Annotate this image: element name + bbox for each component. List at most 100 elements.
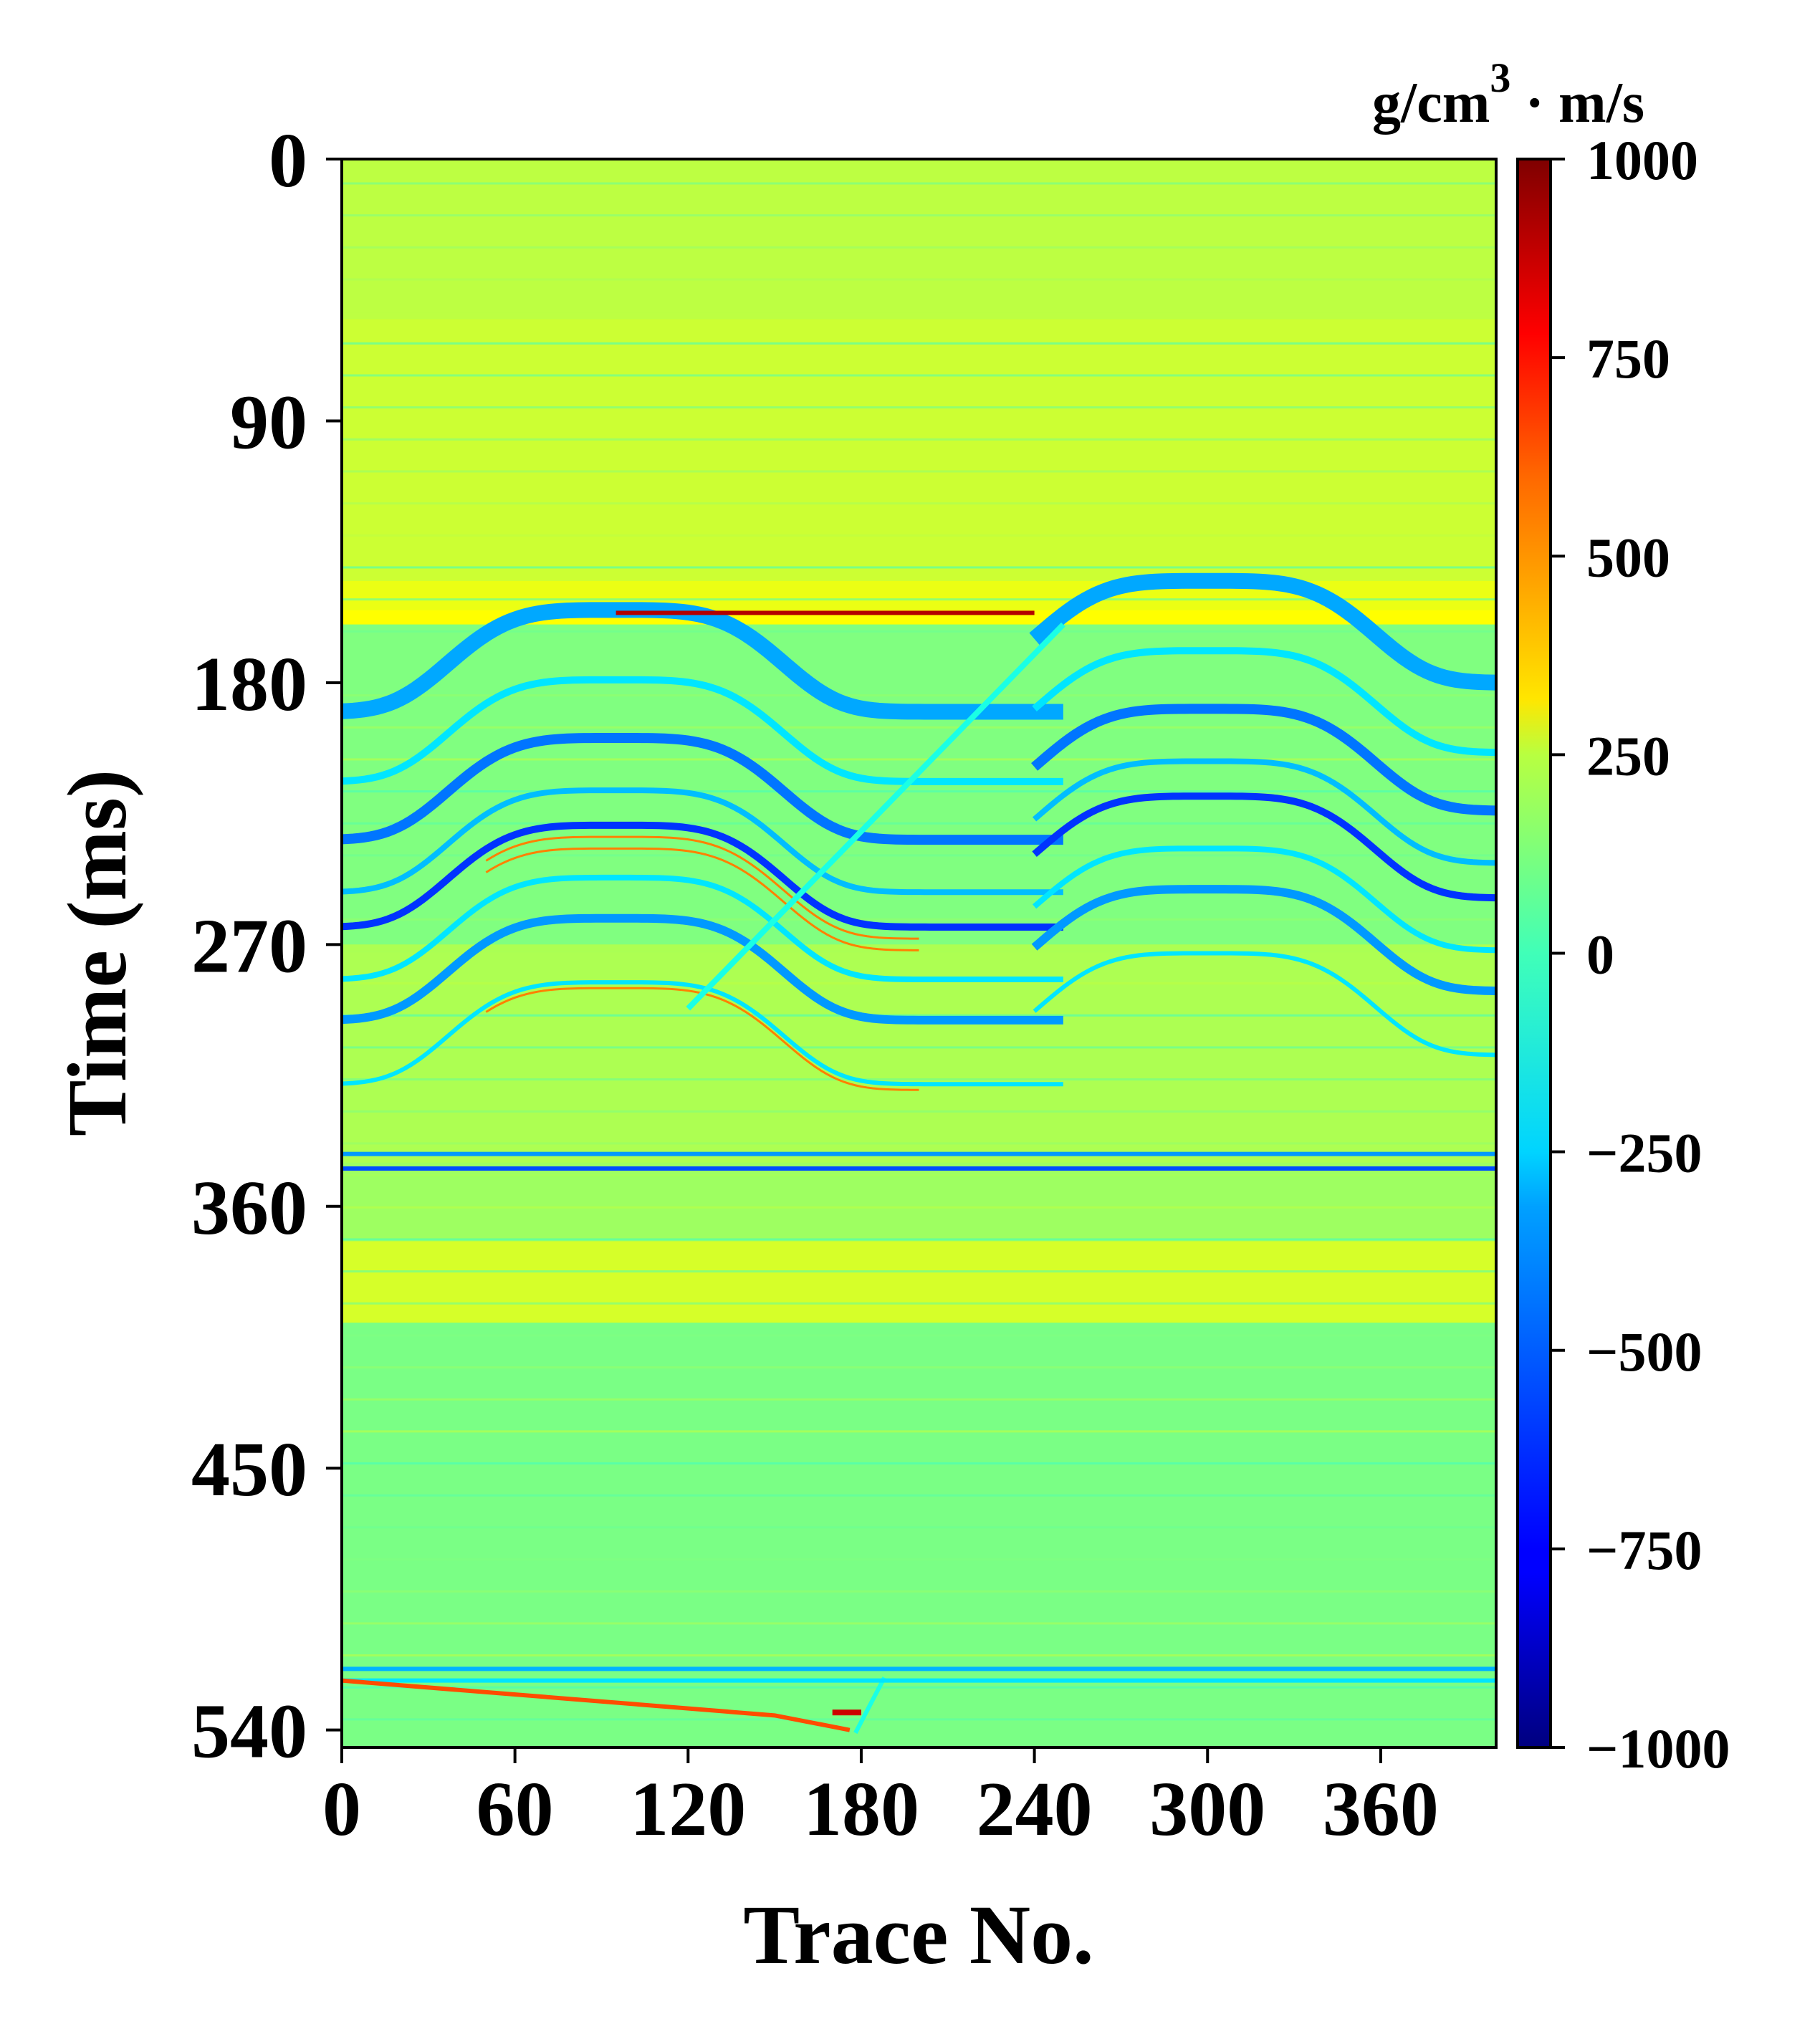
field-band-7 (342, 1241, 1496, 1323)
x-tick-label: 120 (630, 1767, 746, 1852)
y-tick-label: 450 (191, 1427, 307, 1512)
field-layer-line (342, 1718, 1496, 1721)
field-layer-line (342, 1302, 1496, 1305)
fold-left-reflector-7 (342, 980, 1063, 1087)
field-layer-line (342, 630, 1496, 633)
x-tick-label: 60 (476, 1767, 554, 1852)
field-layer-line (342, 246, 1496, 249)
colorbar-tick-label: −750 (1586, 1519, 1702, 1581)
field-band-1 (342, 319, 1496, 581)
fold-right-reflector-1 (1032, 647, 1496, 757)
field-layer-line (342, 1270, 1496, 1273)
colorbar-tick-label: −500 (1586, 1320, 1702, 1383)
fold-warm-line-1 (485, 847, 919, 951)
field-layer-line (342, 1494, 1496, 1497)
y-tick-label: 540 (191, 1689, 307, 1775)
field-layer-line (342, 182, 1496, 185)
y-tick-label: 90 (230, 380, 307, 465)
colorbar-tick-label: −250 (1586, 1122, 1702, 1184)
colorbar-unit-sup: 3 (1490, 54, 1510, 101)
fold-right-reflector-3 (1032, 758, 1496, 866)
field-layer-line (342, 598, 1496, 601)
x-axis-ticks: 0 60 120 180 240 300 360 (322, 1747, 1439, 1852)
field-layer-line (342, 918, 1496, 921)
field-layer-line (342, 1174, 1496, 1177)
field-layer-line (342, 1398, 1496, 1401)
field-band-8 (342, 1323, 1496, 1747)
field-layer-line (342, 1046, 1496, 1049)
fold-right-reflector-5 (1032, 845, 1496, 954)
plot-frame (340, 158, 1498, 1749)
field-layer-line (342, 534, 1496, 537)
lower-hot-spot (832, 1709, 861, 1716)
colorbar-unit-label: g/cm3 · m/s (1372, 54, 1644, 135)
field-layer-line (342, 1430, 1496, 1433)
field-layer-line (342, 1462, 1496, 1465)
colorbar-tick-label: 1000 (1586, 129, 1698, 191)
strong-reflector-4 (342, 1678, 1496, 1683)
x-tick-label: 180 (803, 1767, 919, 1852)
y-tick-label: 0 (269, 118, 307, 203)
field-layer-line (342, 502, 1496, 505)
field-layer-line (342, 470, 1496, 473)
field-layer-line (342, 1366, 1496, 1369)
field-layer-line (342, 694, 1496, 697)
fault-line (686, 622, 1065, 1011)
field-layer-line (342, 406, 1496, 409)
fold-right-reflector-0 (1029, 572, 1496, 691)
field-layer-line (342, 950, 1496, 953)
strong-reflector-0 (616, 610, 1035, 615)
y-tick-label: 180 (191, 642, 307, 727)
fold-right-reflector-4 (1032, 792, 1496, 902)
strong-reflector-3 (342, 1666, 1496, 1671)
field-layer-line (342, 566, 1496, 569)
field-layer-line (342, 1558, 1496, 1561)
fold-left-reflector-2 (342, 733, 1063, 845)
heatmap-field (342, 159, 1496, 1747)
field-layer-line (342, 342, 1496, 345)
colorbar-tick-label: 250 (1586, 724, 1670, 787)
field-layer-line (342, 758, 1496, 761)
field-layer-line (342, 822, 1496, 825)
colorbar-tick-label: 500 (1586, 526, 1670, 588)
field-layer-line (342, 1526, 1496, 1529)
field-layer-line (342, 1590, 1496, 1593)
fold-left-reflector-3 (342, 787, 1063, 896)
field-layer-line (342, 790, 1496, 793)
colorbar-unit-main: g/cm (1372, 72, 1490, 135)
field-layer-line (342, 1334, 1496, 1337)
fold-left-reflector-4 (342, 821, 1063, 931)
colorbar-ticks: 1000 750 500 250 0 −250 −500 −750 −1000 (1551, 129, 1730, 1780)
fold-left-reflector-6 (342, 913, 1063, 1025)
field-layer-line (342, 1078, 1496, 1081)
fold-right-reflector-2 (1031, 704, 1496, 816)
field-layer-line (342, 1142, 1496, 1145)
field-layer-line (342, 854, 1496, 857)
y-tick-label: 270 (191, 903, 307, 989)
field-layer-line (342, 374, 1496, 377)
colorbar (1516, 158, 1552, 1749)
field-layer-line (342, 1014, 1496, 1017)
colorbar-tick-label: 0 (1586, 924, 1614, 986)
fold-left-reflector-5 (342, 874, 1063, 983)
fault-line-lower (853, 1677, 886, 1735)
x-tick-label: 360 (1323, 1767, 1439, 1852)
fold-right-reflector-7 (1033, 951, 1496, 1057)
fold-right-reflector-6 (1031, 885, 1496, 996)
field-layer-line (342, 1206, 1496, 1209)
colorbar-tick-label: 750 (1586, 327, 1670, 390)
field-layer-line (342, 1686, 1496, 1689)
x-tick-label: 0 (322, 1767, 361, 1852)
colorbar-tick-label: −1000 (1586, 1717, 1730, 1780)
field-layer-line (342, 1622, 1496, 1625)
colorbar-unit-rest: · m/s (1510, 72, 1644, 135)
y-tick-label: 360 (191, 1166, 307, 1251)
field-layer-line (342, 1654, 1496, 1657)
fold-left-reflector-0 (342, 602, 1063, 720)
x-tick-label: 300 (1149, 1767, 1265, 1852)
lower-wedge-line (342, 1678, 851, 1732)
field-layer-line (342, 1238, 1496, 1241)
strong-reflector-1 (342, 1151, 1496, 1156)
x-tick-label: 240 (977, 1767, 1093, 1852)
